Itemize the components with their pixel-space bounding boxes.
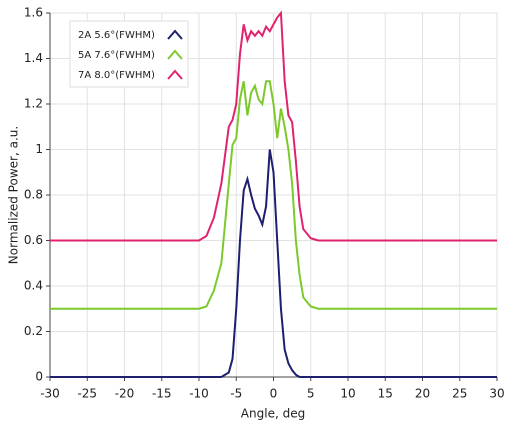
- legend-swatch: [167, 29, 183, 40]
- x-tick-label: 20: [415, 387, 430, 401]
- y-tick-label: 1.6: [24, 6, 43, 20]
- y-tick-label: 0.4: [24, 279, 43, 293]
- data-line: [50, 80, 497, 310]
- x-axis-label: Angle, deg: [241, 407, 305, 421]
- y-tick-label: 1.2: [24, 97, 43, 111]
- legend-label: 5A 7.6°(FWHM): [78, 50, 155, 61]
- legend-swatch: [167, 49, 183, 60]
- legend-label: 2A 5.6°(FWHM): [78, 30, 155, 41]
- y-tick-label: 1.4: [24, 51, 43, 65]
- data-line: [50, 10, 497, 242]
- x-tick-label: 15: [378, 387, 393, 401]
- x-tick-label: -30: [40, 387, 60, 401]
- x-tick-label: -15: [152, 387, 172, 401]
- x-tick-label: -10: [189, 387, 209, 401]
- y-tick-label: 0: [35, 370, 43, 384]
- x-tick-label: -25: [77, 387, 97, 401]
- legend: 2A 5.6°(FWHM) 5A 7.6°(FWHM) 7A 8.0°(FWHM): [69, 20, 189, 88]
- y-tick-label: 0.8: [24, 188, 43, 202]
- legend-label: 7A 8.0°(FWHM): [78, 70, 155, 81]
- x-tick-label: 5: [307, 387, 315, 401]
- x-tick-label: 0: [270, 387, 278, 401]
- x-tick-label: 10: [340, 387, 355, 401]
- y-tick-label: 1: [35, 142, 43, 156]
- x-tick-label: 30: [489, 387, 504, 401]
- data-line: [50, 149, 497, 378]
- x-tick-label: 25: [452, 387, 467, 401]
- y-axis-label: Normalized Power, a.u.: [7, 126, 21, 264]
- x-tick-label: -20: [115, 387, 135, 401]
- x-tick-label: -5: [230, 387, 242, 401]
- y-tick-label: 0.2: [24, 324, 43, 338]
- legend-box: [69, 20, 189, 88]
- legend-swatch: [167, 69, 183, 80]
- y-tick-label: 0.6: [24, 233, 43, 247]
